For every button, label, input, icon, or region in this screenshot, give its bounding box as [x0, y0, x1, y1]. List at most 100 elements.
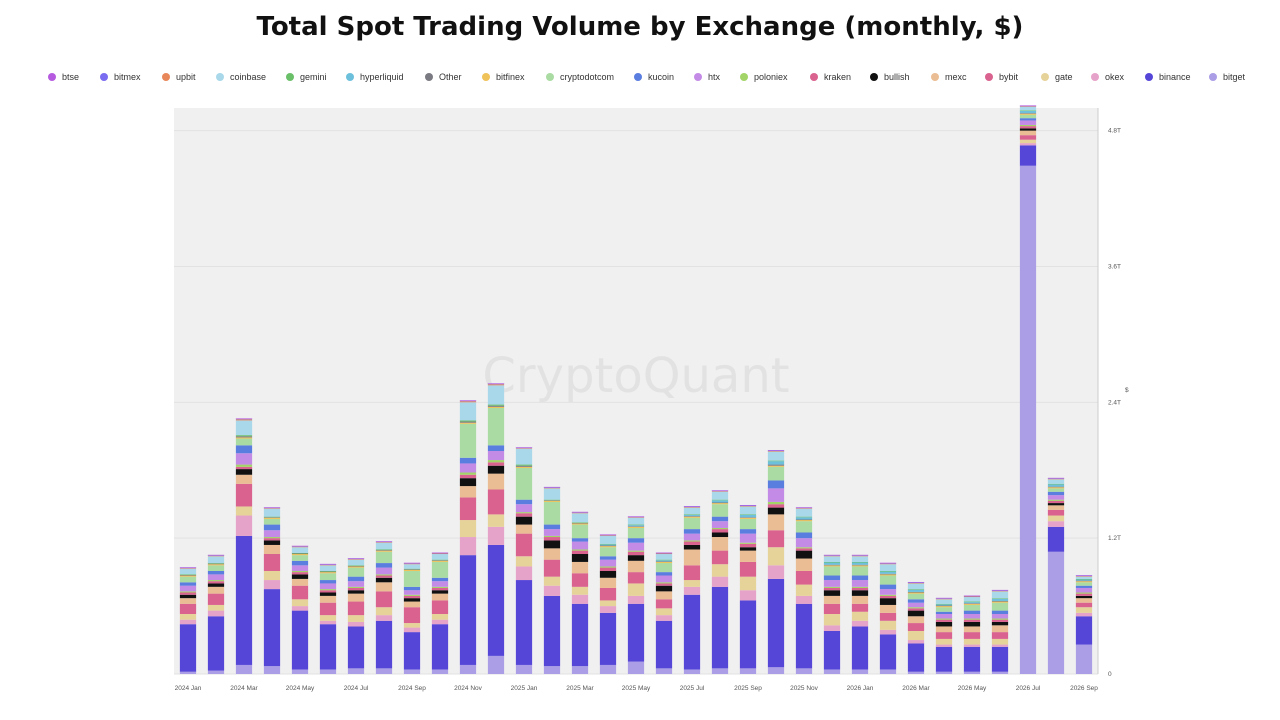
bar-segment-kucoin[interactable]: [879, 584, 897, 590]
bar-segment-gemini[interactable]: [375, 549, 393, 551]
bar-segment-gemini[interactable]: [487, 404, 505, 406]
bar-segment-poloniex[interactable]: [207, 580, 225, 582]
bar-segment-gate[interactable]: [347, 615, 365, 622]
bar-segment-kucoin[interactable]: [347, 576, 365, 582]
bar-segment-kucoin[interactable]: [543, 524, 561, 530]
bar-segment-hyperliquid[interactable]: [879, 571, 897, 574]
bar-segment-gemini[interactable]: [263, 516, 281, 518]
bar-segment-upbit[interactable]: [263, 508, 281, 509]
bar-segment-htx[interactable]: [1047, 495, 1065, 500]
bar-segment-mexc[interactable]: [375, 582, 393, 592]
bar-segment-gate[interactable]: [459, 520, 477, 538]
bar-segment-btse[interactable]: [795, 507, 813, 508]
bar-segment-kucoin[interactable]: [459, 457, 477, 464]
bar-stack-2024-may[interactable]: [291, 545, 309, 674]
bar-segment-bybit[interactable]: [711, 550, 729, 565]
bar-segment-bitmex[interactable]: [655, 552, 673, 554]
bar-segment-kraken[interactable]: [403, 595, 421, 599]
bar-segment-okex[interactable]: [767, 565, 785, 579]
bar-segment-htx[interactable]: [627, 542, 645, 551]
bar-segment-okex[interactable]: [375, 615, 393, 621]
bar-segment-poloniex[interactable]: [487, 460, 505, 463]
bar-segment-cryptodotcom[interactable]: [515, 467, 533, 500]
bar-segment-coinbase[interactable]: [879, 564, 897, 571]
bar-segment-hyperliquid[interactable]: [991, 598, 1009, 601]
bar-segment-htx[interactable]: [991, 614, 1009, 619]
legend-item-cryptodotcom[interactable]: cryptodotcom: [546, 70, 614, 84]
legend-item-binance[interactable]: binance: [1145, 70, 1191, 84]
bar-stack-2026-aug[interactable]: [1047, 477, 1065, 674]
bar-segment-gemini[interactable]: [235, 435, 253, 437]
bar-segment-binance[interactable]: [935, 646, 953, 672]
bar-segment-mexc[interactable]: [1047, 505, 1065, 510]
bar-segment-poloniex[interactable]: [823, 586, 841, 588]
bar-segment-gate[interactable]: [655, 608, 673, 616]
bar-segment-coinbase[interactable]: [823, 556, 841, 562]
bar-segment-coinbase[interactable]: [459, 402, 477, 421]
bar-segment-hyperliquid[interactable]: [767, 461, 785, 465]
bar-segment-poloniex[interactable]: [263, 537, 281, 539]
bar-segment-bullish[interactable]: [207, 583, 225, 587]
bar-segment-binance[interactable]: [627, 603, 645, 662]
bar-segment-kraken[interactable]: [767, 504, 785, 508]
bar-segment-htx[interactable]: [375, 567, 393, 575]
bar-segment-coinbase[interactable]: [487, 385, 505, 405]
bar-segment-htx[interactable]: [403, 590, 421, 595]
bar-segment-cryptodotcom[interactable]: [935, 607, 953, 612]
bar-segment-bitmex[interactable]: [599, 534, 617, 536]
bar-segment-bitget[interactable]: [795, 668, 813, 674]
bar-segment-binance[interactable]: [179, 624, 197, 672]
bar-segment-bullish[interactable]: [823, 590, 841, 596]
bar-segment-poloniex[interactable]: [291, 570, 309, 573]
bar-segment-bullish[interactable]: [655, 585, 673, 592]
bar-segment-cryptodotcom[interactable]: [991, 602, 1009, 611]
bar-segment-other[interactable]: [543, 500, 561, 501]
bar-segment-cryptodotcom[interactable]: [767, 466, 785, 481]
bar-stack-2025-aug[interactable]: [711, 490, 729, 674]
bar-segment-upbit[interactable]: [179, 568, 197, 569]
bar-segment-coinbase[interactable]: [179, 568, 197, 575]
bar-segment-bitfinex[interactable]: [963, 603, 981, 605]
bar-segment-upbit[interactable]: [403, 563, 421, 565]
bar-segment-bybit[interactable]: [1019, 135, 1037, 140]
bar-segment-gemini[interactable]: [907, 589, 925, 590]
bar-segment-gemini[interactable]: [851, 561, 869, 563]
bar-segment-btse[interactable]: [963, 595, 981, 597]
bar-segment-other[interactable]: [235, 436, 253, 438]
bar-segment-coinbase[interactable]: [907, 583, 925, 590]
bar-segment-kraken[interactable]: [655, 583, 673, 586]
bar-segment-hyperliquid[interactable]: [935, 604, 953, 606]
bar-segment-binance[interactable]: [1075, 616, 1093, 645]
legend-item-bybit[interactable]: bybit: [985, 70, 1018, 84]
bar-segment-coinbase[interactable]: [655, 554, 673, 560]
bar-segment-bitmex[interactable]: [851, 555, 869, 556]
bar-segment-bullish[interactable]: [431, 590, 449, 594]
bar-segment-coinbase[interactable]: [571, 513, 589, 523]
bar-segment-htx[interactable]: [879, 589, 897, 595]
legend-item-mexc[interactable]: mexc: [931, 70, 967, 84]
bar-segment-bitget[interactable]: [1047, 551, 1065, 674]
bar-segment-upbit[interactable]: [459, 401, 477, 403]
bar-segment-other[interactable]: [207, 563, 225, 565]
bar-stack-2024-dec[interactable]: [487, 383, 505, 674]
bar-segment-upbit[interactable]: [319, 564, 337, 566]
bar-segment-cryptodotcom[interactable]: [319, 573, 337, 581]
bar-segment-bitmex[interactable]: [739, 505, 757, 506]
bar-segment-btse[interactable]: [515, 447, 533, 448]
bar-segment-cryptodotcom[interactable]: [1075, 582, 1093, 586]
bar-segment-bitmex[interactable]: [487, 383, 505, 385]
bar-segment-hyperliquid[interactable]: [1075, 579, 1093, 581]
bar-segment-kucoin[interactable]: [907, 599, 925, 603]
bar-segment-poloniex[interactable]: [543, 535, 561, 538]
bar-segment-poloniex[interactable]: [347, 586, 365, 588]
bar-segment-htx[interactable]: [963, 614, 981, 619]
bar-segment-bybit[interactable]: [235, 483, 253, 507]
bar-stack-2024-aug[interactable]: [375, 541, 393, 674]
bar-segment-binance[interactable]: [907, 643, 925, 672]
bar-segment-htx[interactable]: [235, 453, 253, 465]
bar-segment-poloniex[interactable]: [179, 591, 197, 593]
bar-segment-cryptodotcom[interactable]: [683, 517, 701, 530]
bar-segment-btse[interactable]: [599, 534, 617, 536]
bar-segment-kucoin[interactable]: [1047, 491, 1065, 496]
bar-segment-cryptodotcom[interactable]: [851, 566, 869, 576]
